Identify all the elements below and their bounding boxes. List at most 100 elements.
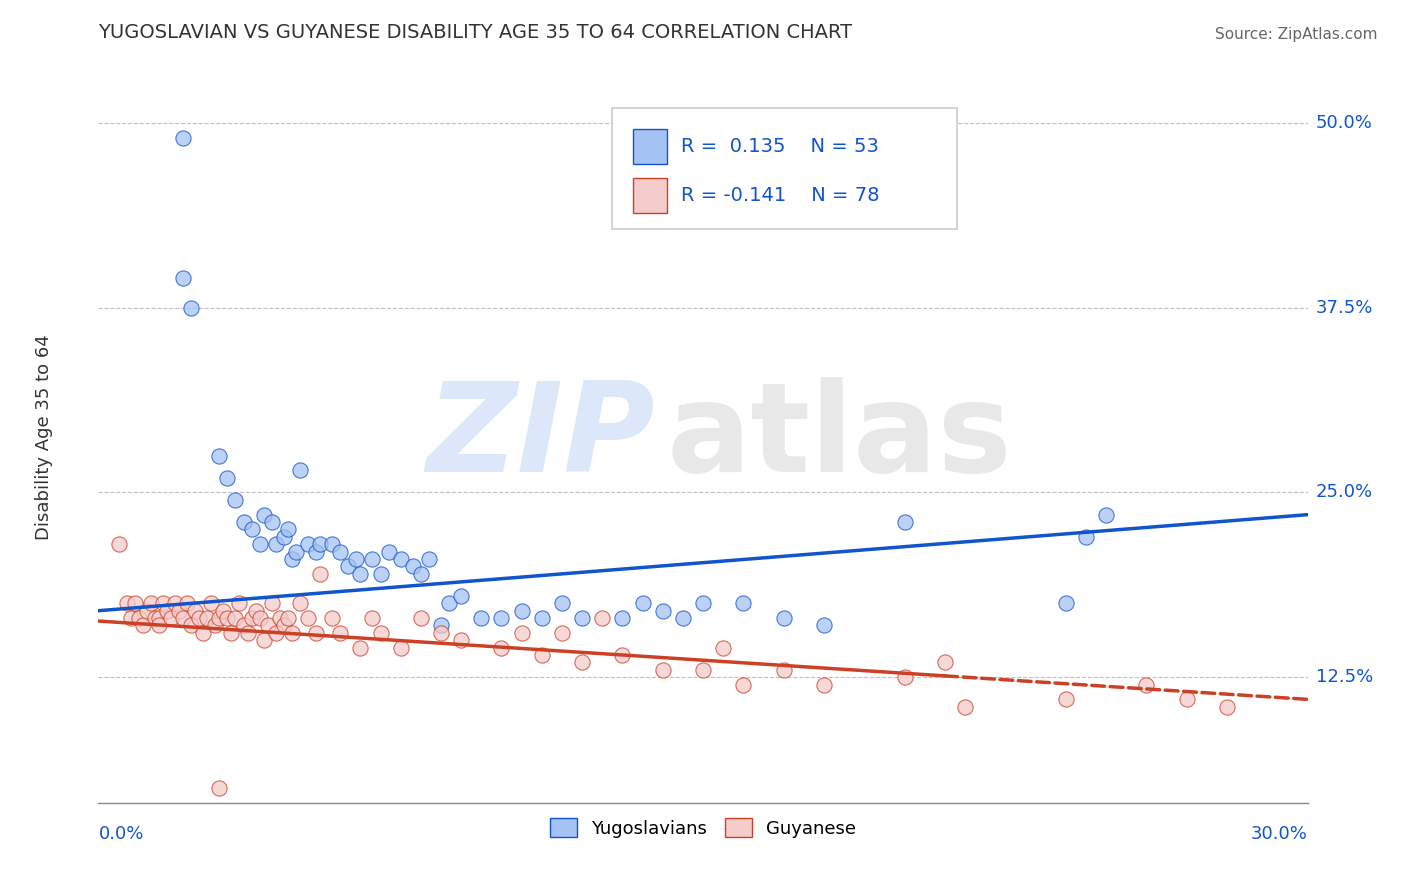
Point [224,492,246,507]
Point [128,611,150,625]
Point [733,596,755,610]
Point [309,566,332,581]
Point [281,552,304,566]
Point [176,596,198,610]
Point [551,596,574,610]
Point [167,604,190,618]
Point [361,611,384,625]
Point [208,780,231,795]
Point [530,611,553,625]
Point [329,544,352,558]
Point [193,625,215,640]
Point [934,656,956,670]
FancyBboxPatch shape [613,108,957,228]
Point [1095,508,1118,522]
Point [264,625,287,640]
Point [631,596,654,610]
Point [437,596,460,610]
Point [672,611,695,625]
Point [253,633,276,648]
Point [893,670,915,684]
Point [409,566,432,581]
Point [260,596,283,610]
Point [139,596,162,610]
Point [361,552,384,566]
Point [284,544,307,558]
Point [160,611,183,625]
Point [389,552,412,566]
Point [184,604,207,618]
Point [256,618,278,632]
Point [115,596,138,610]
Point [264,537,287,551]
Point [212,604,235,618]
Point [273,618,295,632]
Text: Source: ZipAtlas.com: Source: ZipAtlas.com [1215,27,1378,42]
Point [402,559,425,574]
Point [491,640,513,655]
FancyBboxPatch shape [633,178,666,213]
Point [281,625,304,640]
Point [711,640,734,655]
Text: 37.5%: 37.5% [1316,299,1374,317]
Point [571,656,593,670]
Point [228,596,250,610]
Point [450,589,472,603]
Point [1074,530,1097,544]
Point [224,611,246,625]
Point [349,640,371,655]
Point [1135,677,1157,691]
Point [893,515,915,529]
Point [107,537,129,551]
Point [321,611,343,625]
Text: 50.0%: 50.0% [1316,114,1372,132]
Point [163,596,186,610]
Point [188,611,211,625]
Point [571,611,593,625]
Text: 12.5%: 12.5% [1316,668,1372,686]
Text: R = -0.141    N = 78: R = -0.141 N = 78 [682,186,880,205]
Point [269,611,291,625]
Point [305,544,328,558]
Point [329,625,352,640]
Point [273,530,295,544]
Text: 30.0%: 30.0% [1251,825,1308,843]
Point [430,618,453,632]
Point [510,625,533,640]
Point [491,611,513,625]
Text: atlas: atlas [666,376,1012,498]
Point [232,515,254,529]
Point [217,611,239,625]
Point [156,604,179,618]
Text: 0.0%: 0.0% [98,825,143,843]
Point [370,566,392,581]
Point [692,596,714,610]
Point [195,611,218,625]
Point [321,537,343,551]
Point [120,611,142,625]
Point [813,618,835,632]
Point [370,625,392,640]
Point [288,596,311,610]
Point [692,663,714,677]
Point [240,523,263,537]
Point [349,566,371,581]
Point [221,625,243,640]
Point [132,618,155,632]
Text: Disability Age 35 to 64: Disability Age 35 to 64 [35,334,53,540]
Text: ZIP: ZIP [426,376,655,498]
Point [232,618,254,632]
Point [409,611,432,625]
Point [953,699,976,714]
Point [200,596,222,610]
Point [135,604,157,618]
FancyBboxPatch shape [633,129,666,164]
Point [236,625,259,640]
Point [277,523,299,537]
Point [418,552,440,566]
Point [249,611,271,625]
Point [612,611,634,625]
Point [772,663,794,677]
Point [389,640,412,655]
Point [277,611,299,625]
